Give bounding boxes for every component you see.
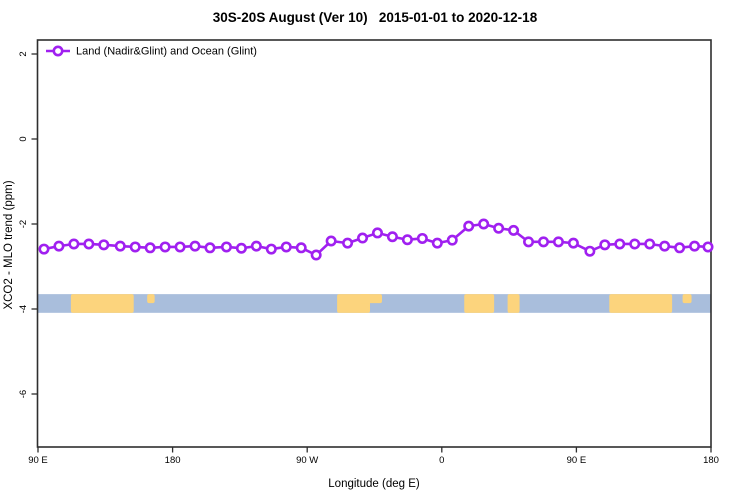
data-point [204,242,216,254]
data-point [189,240,201,252]
x-tick-label: 180 [703,455,719,466]
data-point [552,236,564,248]
data-point [614,238,626,250]
x-tick-label: 90 E [28,455,48,466]
data-point [599,239,611,251]
data-point [416,232,428,244]
data-point [644,238,656,250]
chart-title: 30S-20S August (Ver 10) 2015-01-01 to 20… [212,10,538,25]
data-point [537,236,549,248]
map-band-land-southern-africa [464,294,495,313]
x-tick-label: 90 E [567,455,587,466]
map-band-land-australia-repeat [609,294,673,313]
data-point [523,236,535,248]
map-band-ocean [38,294,711,313]
data-point [98,239,110,251]
data-point [493,222,505,234]
data-point [144,242,156,254]
data-point [325,235,337,247]
data-point [674,242,686,254]
x-axis-label: Longitude (deg E) [328,478,420,490]
data-point [463,220,475,232]
data-point [174,241,186,253]
data-point [508,224,520,236]
data-point [386,231,398,243]
data-point [478,218,490,230]
data-point [280,241,292,253]
data-point [129,241,141,253]
data-point [629,238,641,250]
data-point [220,241,232,253]
data-point [250,240,262,252]
y-axis-ticks: 2 0 -2 -4 -6 [18,51,38,398]
data-point [235,242,247,254]
x-tick-label: 180 [165,455,181,466]
x-tick-label: 0 [439,455,444,466]
legend: Land (Nadir&Glint) and Ocean (Glint) [46,45,257,58]
data-point [567,237,579,249]
data-point [310,249,322,261]
y-tick-label: -6 [18,390,29,398]
x-axis-ticks: 90 E 180 90 W 0 90 E 180 [28,447,719,466]
y-tick-label: -4 [18,305,29,313]
data-point [53,240,65,252]
land-ocean-map-band [38,294,711,313]
data-point [659,240,671,252]
data-point [431,237,443,249]
data-series [38,218,714,261]
data-point [114,240,126,252]
data-point [446,234,458,246]
map-band-land-madagascar [507,294,520,313]
data-point [342,237,354,249]
data-point [265,243,277,255]
legend-label: Land (Nadir&Glint) and Ocean (Glint) [76,46,257,58]
map-band-land-south-america-east [359,294,382,304]
data-point [68,238,80,250]
map-band-land-new-caledonia [147,294,155,304]
data-point [584,245,596,257]
data-point [357,232,369,244]
map-band-land-australia [70,294,134,313]
data-point [371,227,383,239]
x-tick-label: 90 W [296,455,318,466]
data-point [689,240,701,252]
data-point [159,241,171,253]
y-tick-label: -2 [18,220,29,228]
data-point [702,241,714,253]
y-tick-label: 2 [18,51,29,56]
data-point [38,243,50,255]
data-point [295,242,307,254]
data-point [83,238,95,250]
legend-marker-icon [52,45,64,57]
data-point [401,234,413,246]
y-tick-label: 0 [18,136,29,141]
y-axis-label: XCO2 - MLO trend (ppm) [3,180,15,309]
map-band-land-new-caledonia-repeat [682,294,692,304]
